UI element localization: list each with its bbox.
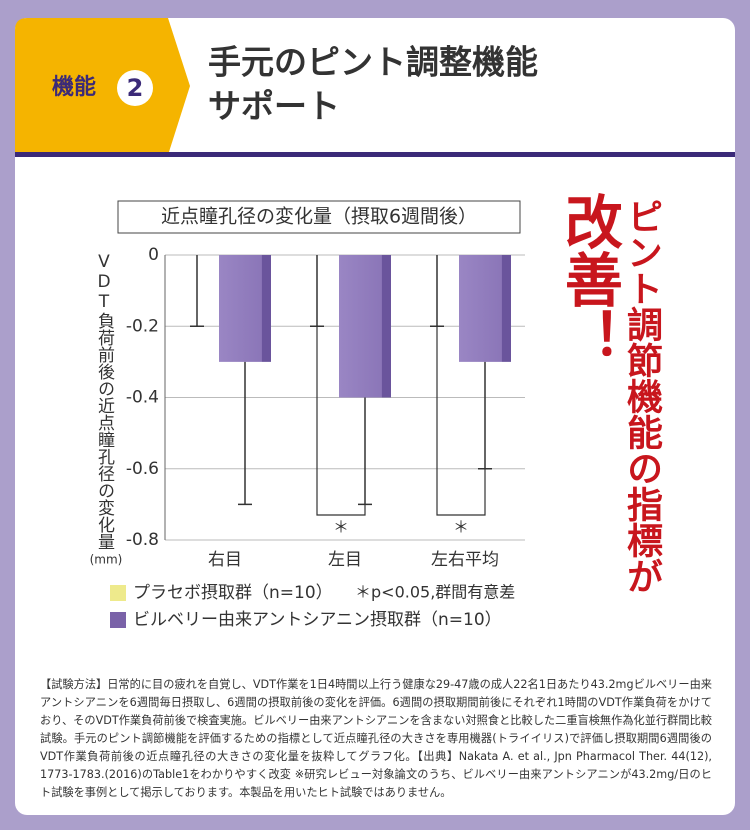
bar [459,255,511,362]
legend-swatch [110,612,126,628]
callout-text: ピント調節機能の指標が [621,198,663,594]
significance-note: ＊p<0.05,群間有意差 [355,583,515,602]
y-tick-label: -0.2 [126,316,159,336]
significance-mark: ＊ [333,518,349,537]
header-rule [15,152,735,157]
x-tick-label: 左目 [328,550,362,570]
y-tick-label: -0.4 [126,388,159,408]
y-unit: (mm) [90,553,123,567]
significance-mark: ＊ [453,518,469,537]
x-tick-label: 右目 [208,550,242,570]
legend-label: プラセボ摂取群（n=10） [133,583,333,603]
tag-circle [117,70,153,106]
legend-label: ビルベリー由来アントシアニン摂取群（n=10） [133,610,502,630]
tag-label: 機能 [52,74,96,100]
significance-bracket [316,326,366,516]
footnote: 【試験方法】日常的に目の疲れを自覚し、VDT作業を1日4時間以上行う健康な29-… [40,678,712,799]
chart-title-box [117,200,521,234]
title-line: 手元のピント調整機能 [208,43,538,82]
y-axis-label: VDT負荷前後の近点瞳孔径の変化量 [94,252,115,550]
card [15,18,735,815]
title-line: サポート [208,87,340,126]
y-tick-label: -0.8 [126,530,159,550]
tag-number: 2 [127,74,144,102]
y-tick-label: 0 [148,245,159,265]
bar [339,255,391,398]
plot: 0 -0.2 -0.4 -0.6 -0.8 右目 左目 ＊ 左右平均 ＊ プラセボ摂取群（n=10）… [110,245,525,630]
x-tick-label: 左右平均 [431,550,499,570]
legend-swatch [110,585,126,601]
significance-bracket [436,326,486,516]
y-tick-label: -0.6 [126,459,159,479]
callout-text: 改善！ [555,192,623,366]
bar [219,255,271,362]
chart-title: 近点瞳孔径の変化量（摂取6週間後） [161,206,477,228]
tag-shape [15,18,190,155]
